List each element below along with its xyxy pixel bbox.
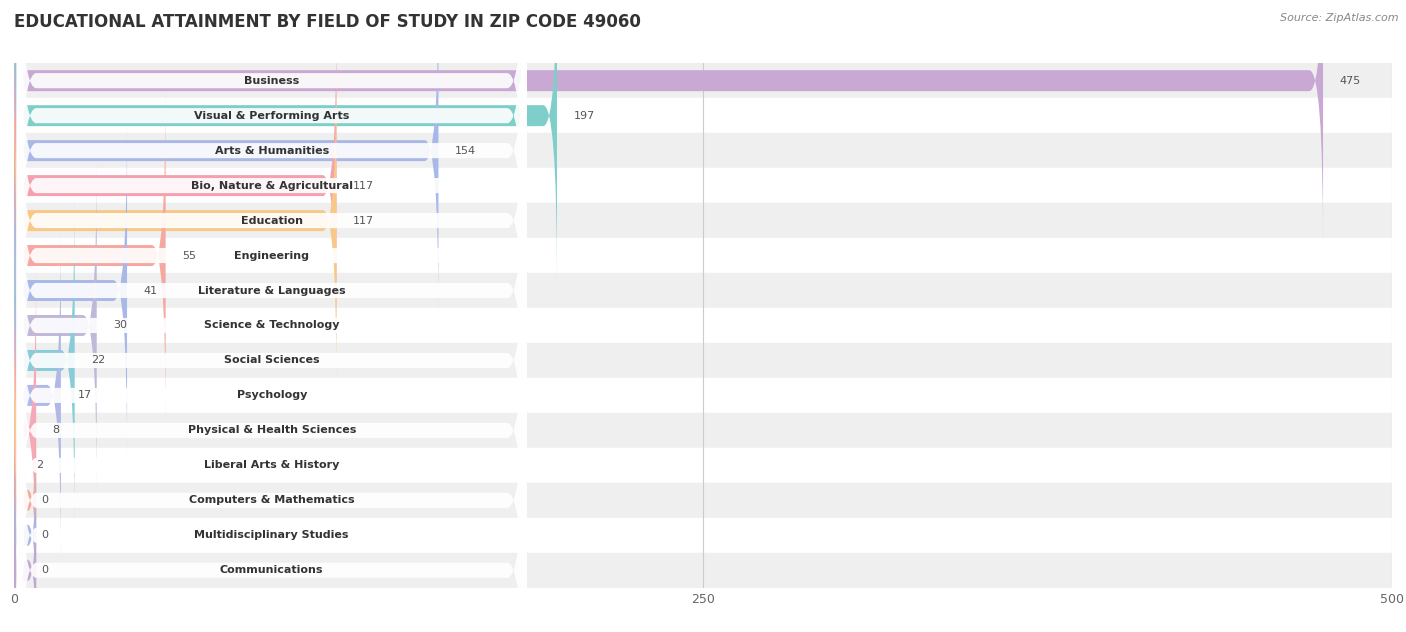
FancyBboxPatch shape bbox=[14, 406, 37, 595]
FancyBboxPatch shape bbox=[14, 161, 97, 490]
Text: Bio, Nature & Agricultural: Bio, Nature & Agricultural bbox=[191, 181, 353, 191]
FancyBboxPatch shape bbox=[17, 0, 527, 353]
Bar bbox=[14, 308, 1392, 343]
FancyBboxPatch shape bbox=[17, 88, 527, 562]
Bar bbox=[14, 553, 1392, 588]
FancyBboxPatch shape bbox=[17, 123, 527, 598]
Text: Literature & Languages: Literature & Languages bbox=[198, 286, 346, 296]
FancyBboxPatch shape bbox=[14, 21, 336, 350]
Text: Physical & Health Sciences: Physical & Health Sciences bbox=[187, 425, 356, 435]
FancyBboxPatch shape bbox=[14, 56, 336, 385]
FancyBboxPatch shape bbox=[17, 0, 527, 318]
Text: 17: 17 bbox=[77, 391, 91, 401]
FancyBboxPatch shape bbox=[17, 18, 527, 493]
Text: 154: 154 bbox=[456, 145, 477, 155]
Text: 30: 30 bbox=[114, 320, 128, 331]
FancyBboxPatch shape bbox=[6, 301, 28, 629]
Bar bbox=[14, 273, 1392, 308]
Text: 197: 197 bbox=[574, 111, 595, 121]
Text: Communications: Communications bbox=[219, 565, 323, 575]
FancyBboxPatch shape bbox=[17, 263, 527, 632]
FancyBboxPatch shape bbox=[17, 158, 527, 632]
Text: 0: 0 bbox=[42, 530, 49, 540]
Text: Visual & Performing Arts: Visual & Performing Arts bbox=[194, 111, 350, 121]
Text: 0: 0 bbox=[42, 565, 49, 575]
Text: 55: 55 bbox=[183, 250, 197, 260]
Text: Engineering: Engineering bbox=[235, 250, 309, 260]
Text: Multidisciplinary Studies: Multidisciplinary Studies bbox=[194, 530, 349, 540]
FancyBboxPatch shape bbox=[14, 196, 75, 525]
FancyBboxPatch shape bbox=[17, 298, 527, 632]
Text: Source: ZipAtlas.com: Source: ZipAtlas.com bbox=[1281, 13, 1399, 23]
FancyBboxPatch shape bbox=[14, 476, 37, 632]
Bar bbox=[14, 448, 1392, 483]
Bar bbox=[14, 238, 1392, 273]
Bar bbox=[14, 98, 1392, 133]
Bar bbox=[14, 133, 1392, 168]
Text: 117: 117 bbox=[353, 181, 374, 191]
Text: Liberal Arts & History: Liberal Arts & History bbox=[204, 460, 339, 470]
FancyBboxPatch shape bbox=[17, 0, 527, 388]
Text: EDUCATIONAL ATTAINMENT BY FIELD OF STUDY IN ZIP CODE 49060: EDUCATIONAL ATTAINMENT BY FIELD OF STUDY… bbox=[14, 13, 641, 30]
Text: 2: 2 bbox=[37, 460, 44, 470]
Text: Social Sciences: Social Sciences bbox=[224, 355, 319, 365]
FancyBboxPatch shape bbox=[17, 193, 527, 632]
Text: 8: 8 bbox=[52, 425, 60, 435]
Bar bbox=[14, 63, 1392, 98]
Text: Computers & Mathematics: Computers & Mathematics bbox=[188, 495, 354, 506]
FancyBboxPatch shape bbox=[14, 266, 37, 595]
Text: 41: 41 bbox=[143, 286, 157, 296]
Bar bbox=[14, 378, 1392, 413]
FancyBboxPatch shape bbox=[14, 0, 439, 315]
Bar bbox=[14, 518, 1392, 553]
Text: 0: 0 bbox=[42, 495, 49, 506]
Text: Education: Education bbox=[240, 216, 302, 226]
Text: 475: 475 bbox=[1340, 76, 1361, 86]
Text: Arts & Humanities: Arts & Humanities bbox=[215, 145, 329, 155]
FancyBboxPatch shape bbox=[14, 231, 60, 560]
FancyBboxPatch shape bbox=[14, 0, 557, 280]
FancyBboxPatch shape bbox=[14, 126, 127, 455]
Bar bbox=[14, 343, 1392, 378]
Bar bbox=[14, 168, 1392, 203]
Text: Science & Technology: Science & Technology bbox=[204, 320, 339, 331]
Bar bbox=[14, 413, 1392, 448]
Text: 22: 22 bbox=[91, 355, 105, 365]
Text: 117: 117 bbox=[353, 216, 374, 226]
FancyBboxPatch shape bbox=[14, 441, 37, 629]
FancyBboxPatch shape bbox=[14, 91, 166, 420]
FancyBboxPatch shape bbox=[14, 0, 1323, 245]
FancyBboxPatch shape bbox=[17, 0, 527, 423]
FancyBboxPatch shape bbox=[17, 0, 527, 458]
FancyBboxPatch shape bbox=[17, 333, 527, 632]
Text: Business: Business bbox=[245, 76, 299, 86]
FancyBboxPatch shape bbox=[17, 228, 527, 632]
Bar bbox=[14, 483, 1392, 518]
FancyBboxPatch shape bbox=[17, 53, 527, 528]
Text: Psychology: Psychology bbox=[236, 391, 307, 401]
Bar bbox=[14, 203, 1392, 238]
